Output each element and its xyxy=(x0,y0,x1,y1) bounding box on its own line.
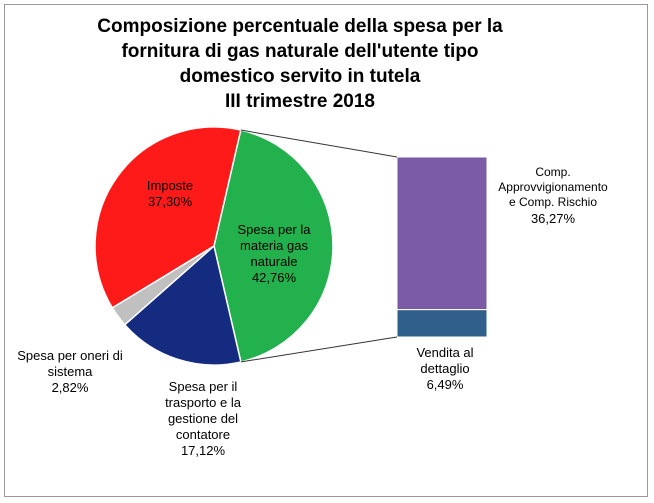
connector-lines xyxy=(240,129,398,363)
slice-trasporto xyxy=(123,244,242,366)
label-trasporto-line4: contatore xyxy=(175,427,231,442)
label-imposte-value: 37,30% xyxy=(147,194,193,209)
label-trasporto: Spesa per il trasporto e la gestione del… xyxy=(138,379,268,459)
title-line-4: III trimestre 2018 xyxy=(225,91,375,112)
label-materia-gas-line1: Spesa per la xyxy=(237,222,311,237)
chart-frame xyxy=(4,4,648,497)
connector-bottom xyxy=(240,336,398,363)
chart-title: Composizione percentuale della spesa per… xyxy=(40,14,560,114)
label-approv-value: 36,27% xyxy=(530,211,576,226)
bar-segment-approvvigionamento xyxy=(396,156,488,311)
label-materia-gas-value: 42,76% xyxy=(251,270,297,285)
label-oneri-line1: Spesa per oneri di xyxy=(17,348,123,363)
label-trasporto-value: 17,12% xyxy=(180,443,226,458)
label-trasporto-line2: trasporto e la xyxy=(165,395,241,410)
label-oneri-value: 2,82% xyxy=(51,380,89,395)
label-approv-line1: Comp. xyxy=(535,165,571,179)
label-imposte-line1: Imposte xyxy=(146,178,194,193)
title-line-1: Composizione percentuale della spesa per… xyxy=(97,16,503,37)
slice-imposte xyxy=(94,126,242,309)
label-trasporto-line3: gestione del xyxy=(167,411,239,426)
title-line-2: fornitura di gas naturale dell'utente ti… xyxy=(121,41,479,62)
label-vendita-line2: dettaglio xyxy=(420,361,470,376)
label-approvvigionamento: Comp. Approvvigionamento e Comp. Rischio… xyxy=(488,165,618,228)
label-materia-gas-line3: naturale xyxy=(250,254,298,269)
label-imposte: Imposte 37,30% xyxy=(120,178,220,210)
connector-top xyxy=(240,129,398,158)
breakdown-bar xyxy=(396,156,488,338)
label-trasporto-line1: Spesa per il xyxy=(168,379,238,394)
label-materia-gas-line2: materia gas xyxy=(240,238,308,253)
label-vendita-line1: Vendita al xyxy=(416,345,474,360)
label-approv-line3: e Comp. Rischio xyxy=(508,195,598,209)
label-materia-gas: Spesa per la materia gas naturale 42,76% xyxy=(219,222,329,286)
bar-segment-vendita xyxy=(396,309,488,338)
slice-materia-gas xyxy=(213,129,334,363)
label-oneri-sistema: Spesa per oneri di sistema 2,82% xyxy=(5,348,135,396)
label-approv-line2: Approvvigionamento xyxy=(498,180,608,194)
pie-slices xyxy=(94,126,334,366)
label-vendita-dettaglio: Vendita al dettaglio 6,49% xyxy=(400,345,490,393)
label-vendita-value: 6,49% xyxy=(426,377,464,392)
title-line-3: domestico servito in tutela xyxy=(179,66,421,87)
label-oneri-line2: sistema xyxy=(47,364,93,379)
